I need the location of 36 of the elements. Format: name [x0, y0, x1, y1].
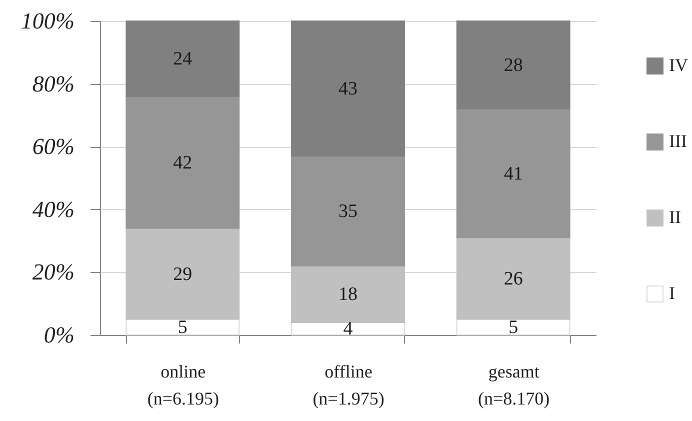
y-tick-label: 100%	[20, 8, 74, 34]
data-label: 24	[173, 48, 193, 70]
data-label: 4	[343, 318, 354, 340]
data-label: 29	[173, 264, 192, 285]
x-tick-label: gesamt (n=8.170)	[478, 362, 550, 408]
data-label: 26	[504, 268, 523, 290]
bar	[126, 20, 240, 97]
data-label: 42	[173, 152, 192, 174]
bar	[126, 228, 240, 320]
y-tick-label: 80%	[32, 71, 74, 96]
bar	[291, 265, 405, 323]
data-label: 18	[338, 284, 358, 306]
legend-label: IV	[669, 55, 688, 75]
data-label: 5	[508, 317, 518, 338]
bar	[291, 20, 405, 157]
legend-label: III	[669, 131, 687, 151]
x-tick-label: offline (n=1.975)	[312, 362, 384, 408]
bar	[126, 318, 240, 336]
y-tick-label: 0%	[44, 322, 74, 348]
data-label: 5	[178, 317, 188, 338]
data-label: 43	[338, 78, 358, 100]
data-label: 35	[338, 200, 358, 222]
bar	[456, 237, 570, 320]
y-tick-label: 40%	[32, 196, 74, 222]
bar	[126, 96, 240, 229]
y-tick-label: 20%	[32, 260, 74, 285]
x-tick-label: online (n=6.195)	[147, 362, 219, 408]
bar	[456, 108, 570, 238]
bar	[291, 156, 405, 266]
bar	[456, 318, 570, 336]
legend-label: II	[669, 207, 681, 227]
y-tick-label: 60%	[32, 134, 74, 160]
legend-label: I	[669, 283, 675, 303]
data-label: 28	[504, 54, 523, 76]
bar	[456, 20, 570, 110]
data-label: 41	[504, 163, 523, 184]
